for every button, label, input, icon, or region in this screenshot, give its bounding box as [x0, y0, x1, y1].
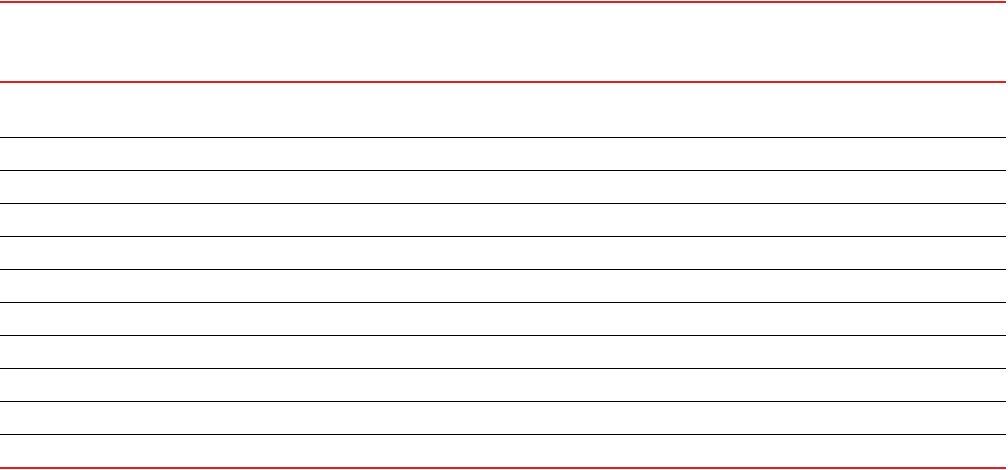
page: (() => { const data = JSON.parse(documen…: [0, 0, 1008, 470]
empty-table: [0, 1, 1006, 469]
